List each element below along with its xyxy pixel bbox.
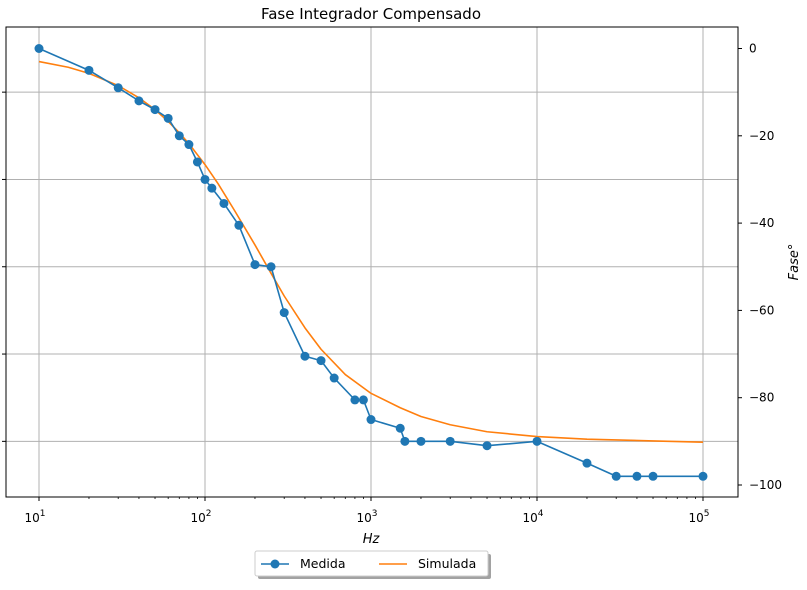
data-point-medida — [482, 441, 492, 451]
data-point-medida — [300, 351, 310, 361]
data-point-medida — [174, 131, 184, 141]
data-point-medida — [698, 471, 708, 481]
plot-frame — [5, 26, 739, 498]
data-point-medida — [219, 198, 229, 208]
y-tick-label: −100 — [749, 478, 782, 492]
x-tick-label: 104 — [522, 509, 543, 525]
x-axis-title: Hz — [363, 532, 381, 547]
data-point-medida — [163, 113, 173, 123]
data-point-medida — [350, 395, 360, 405]
data-point-medida — [445, 436, 455, 446]
legend-label-simulada: Simulada — [418, 556, 476, 571]
data-point-medida — [279, 308, 289, 318]
data-point-medida — [416, 436, 426, 446]
data-point-medida — [582, 458, 592, 468]
y-tick-label: 0 — [749, 42, 757, 56]
data-point-medida — [329, 373, 339, 383]
data-point-medida — [84, 65, 94, 75]
legend-label-medida: Medida — [300, 556, 345, 571]
data-point-medida — [611, 471, 621, 481]
grid-lines — [6, 27, 738, 497]
y-axis-title: Fase° — [787, 244, 802, 281]
x-tick-label: 103 — [356, 509, 377, 525]
data-point-medida — [316, 356, 326, 366]
data-point-medida — [207, 183, 217, 193]
data-point-medida — [250, 260, 260, 270]
legend-marker-medida — [270, 559, 280, 569]
data-point-medida — [358, 395, 368, 405]
axis-ticks: 101 102 103 104 105 0 −20 −40 −60 −80 −100 — [2, 42, 782, 525]
chart-title: Fase Integrador Compensado — [261, 5, 481, 23]
y-tick-label: −80 — [749, 391, 774, 405]
x-tick-label: 105 — [688, 509, 709, 525]
data-point-medida — [200, 174, 210, 184]
y-tick-label: −40 — [749, 216, 774, 230]
data-point-medida — [395, 423, 405, 433]
data-point-medida — [34, 44, 44, 53]
data-point-medida — [648, 471, 658, 481]
y-tick-label: −60 — [749, 303, 774, 317]
data-point-medida — [192, 157, 202, 167]
legend-box — [254, 550, 489, 577]
y-tick-label: −20 — [749, 129, 774, 143]
data-point-medida — [366, 415, 376, 425]
x-tick-label: 101 — [24, 509, 45, 525]
legend: Medida Simulada — [254, 550, 491, 579]
x-tick-label: 102 — [190, 509, 211, 525]
data-point-medida — [150, 105, 160, 115]
series-line-simulada — [38, 60, 704, 444]
y-axis-title-group: Fase° — [787, 244, 802, 281]
data-point-medida — [532, 436, 542, 446]
series-layer — [34, 44, 708, 481]
data-point-medida — [113, 83, 123, 93]
data-point-medida — [134, 96, 144, 106]
data-point-medida — [184, 140, 194, 150]
data-point-medida — [632, 471, 642, 481]
data-point-medida — [400, 436, 410, 446]
data-point-medida — [266, 262, 276, 272]
data-point-medida — [234, 220, 244, 230]
